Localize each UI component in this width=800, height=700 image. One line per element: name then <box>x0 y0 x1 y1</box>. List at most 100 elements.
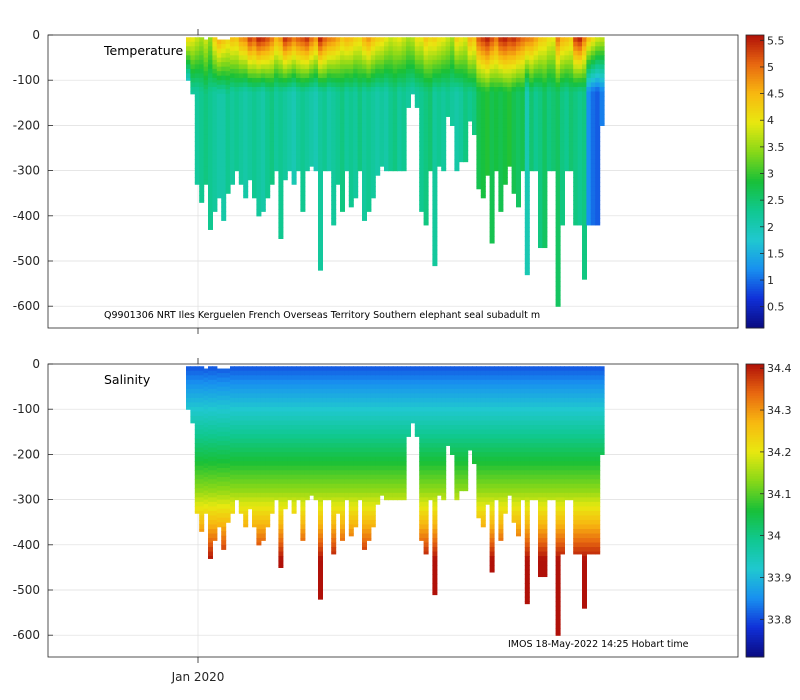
temperature-cell <box>573 100 579 106</box>
temperature-cell <box>274 114 279 120</box>
temperature-cell <box>546 118 552 124</box>
temperature-cell <box>353 109 359 115</box>
temperature-cell <box>406 77 411 84</box>
temperature-cell <box>595 213 601 219</box>
temperature-cell <box>538 59 543 65</box>
temperature-cell <box>476 50 482 56</box>
temperature-cell <box>538 150 543 156</box>
temperature-cell <box>278 136 284 142</box>
salinity-cell <box>318 474 323 480</box>
salinity-cell <box>234 434 240 440</box>
temperature-cell <box>269 64 275 70</box>
temperature-cell <box>582 199 587 206</box>
temperature-cell <box>335 132 341 138</box>
temperature-cell <box>533 159 539 165</box>
salinity-cell <box>212 488 218 494</box>
temperature-cell <box>445 55 451 61</box>
temperature-cell <box>555 231 561 237</box>
temperature-cell <box>278 127 284 133</box>
temperature-cell <box>221 44 227 50</box>
temperature-cell <box>186 64 191 70</box>
temperature-profile-column <box>463 37 469 163</box>
salinity-cell <box>357 497 363 501</box>
temperature-cell <box>533 100 539 106</box>
temperature-cell <box>516 190 521 197</box>
temperature-cell <box>560 204 565 210</box>
temperature-cell <box>586 163 592 169</box>
salinity-cell <box>322 447 328 453</box>
temperature-colorbar-segment <box>746 110 764 114</box>
temperature-cell <box>243 96 249 102</box>
salinity-cell <box>203 477 209 483</box>
temperature-cell <box>260 195 266 201</box>
temperature-cell <box>467 73 473 79</box>
salinity-profile-column <box>296 366 301 501</box>
salinity-cell <box>318 375 323 381</box>
salinity-cell <box>340 510 345 517</box>
temperature-cell <box>520 145 526 151</box>
salinity-cell <box>340 415 345 422</box>
temperature-cell <box>318 86 323 93</box>
temperature-cell <box>529 91 535 97</box>
temperature-cell <box>208 181 213 188</box>
salinity-cell <box>309 438 315 444</box>
temperature-cell <box>353 68 359 75</box>
salinity-cell <box>348 479 354 485</box>
temperature-cell <box>287 145 293 151</box>
salinity-cell <box>278 483 284 489</box>
temperature-cell <box>375 127 381 133</box>
temperature-cell <box>375 86 381 93</box>
temperature-profile-column <box>278 37 284 239</box>
temperature-cell <box>582 145 587 151</box>
temperature-colorbar-segment <box>746 139 764 143</box>
temperature-cell <box>498 159 504 165</box>
salinity-cell <box>274 420 279 426</box>
temperature-cell <box>489 123 495 129</box>
temperature-cell <box>234 91 240 97</box>
salinity-cell <box>353 415 359 422</box>
salinity-cell <box>300 533 306 539</box>
salinity-cell <box>216 445 222 451</box>
salinity-cell <box>335 379 341 385</box>
salinity-cell <box>353 411 359 417</box>
salinity-cell <box>309 425 315 431</box>
temperature-cell <box>225 80 231 86</box>
temperature-cell <box>529 77 535 84</box>
temperature-cell <box>300 150 306 156</box>
temperature-cell <box>498 73 504 79</box>
temperature-cell <box>577 91 583 97</box>
temperature-cell <box>318 132 323 138</box>
temperature-cell <box>370 127 376 133</box>
salinity-cell <box>326 420 332 426</box>
salinity-cell <box>357 379 363 385</box>
temperature-cell <box>568 123 574 129</box>
temperature-cell <box>353 77 359 84</box>
salinity-cell <box>256 492 262 498</box>
temperature-cell <box>322 127 328 133</box>
temperature-profile-column <box>186 37 191 81</box>
temperature-cell <box>230 91 235 97</box>
temperature-cell <box>436 77 442 84</box>
temperature-cell <box>414 96 420 102</box>
temperature-cell <box>234 168 240 172</box>
temperature-colorbar-segment <box>746 325 764 329</box>
salinity-cell <box>366 406 372 413</box>
temperature-cell <box>379 159 385 165</box>
temperature-cell <box>445 105 451 111</box>
salinity-cell <box>335 497 341 503</box>
temperature-cell <box>555 145 561 151</box>
salinity-cell <box>212 465 218 471</box>
temperature-cell <box>296 168 301 172</box>
temperature-cell <box>551 100 557 106</box>
temperature-cell <box>366 91 372 97</box>
salinity-cell <box>216 522 222 528</box>
temperature-cell <box>247 177 253 181</box>
temperature-cell <box>401 127 407 133</box>
temperature-colorbar-segment <box>746 149 764 153</box>
temperature-cell <box>331 109 337 115</box>
temperature-cell <box>498 77 504 84</box>
salinity-cell <box>357 434 363 440</box>
temperature-cell <box>208 118 213 124</box>
temperature-cell <box>384 59 389 65</box>
salinity-cell <box>256 542 262 546</box>
